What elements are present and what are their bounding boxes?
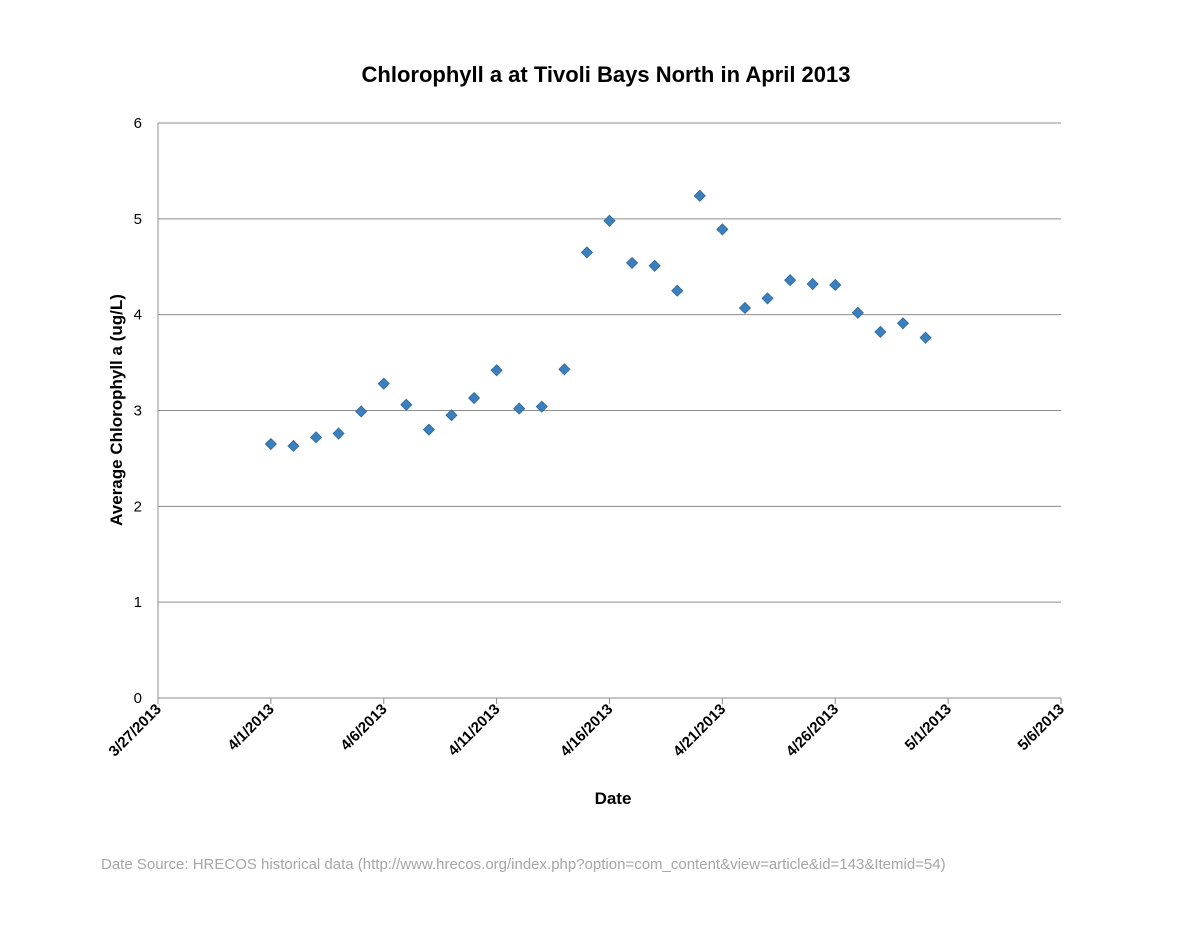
x-tick-label: 4/16/2013 [557,701,616,760]
y-tick-label: 1 [134,594,142,611]
y-axis-label: Average Chlorophyll a (ug/L) [107,294,126,526]
data-point [874,325,887,338]
y-tick-label: 4 [134,307,142,324]
data-point [738,301,752,315]
x-tick-label: 4/1/2013 [224,701,277,754]
data-point [761,292,774,305]
data-point [535,400,548,413]
x-tick-label: 5/6/2013 [1015,701,1068,754]
y-axis-ticks: 0 1 2 3 4 5 6 [134,115,142,707]
data-point [580,246,593,259]
data-point [603,214,616,227]
x-tick-label: 4/21/2013 [670,701,729,760]
data-point [671,284,684,297]
data-point [829,278,842,292]
data-point [264,437,277,451]
data-point [400,398,413,411]
data-point [490,364,503,377]
data-point [467,391,481,405]
data-point [422,423,435,436]
data-point [806,277,819,291]
y-tick-label: 0 [134,690,142,707]
data-point [896,317,910,330]
data-point [919,331,932,344]
chart-title: Chlorophyll a at Tivoli Bays North in Ap… [362,62,851,87]
data-point [377,377,390,390]
x-tick-label: 4/11/2013 [445,701,504,760]
data-point [513,402,526,415]
y-tick-label: 2 [134,498,142,515]
data-point [287,439,300,453]
data-point [332,427,345,440]
x-tick-label: 4/26/2013 [783,701,842,760]
data-point [626,256,639,269]
data-point [784,274,797,287]
data-point [716,223,729,236]
y-tick-label: 3 [134,403,142,420]
data-point [355,405,368,418]
data-points [264,189,932,453]
data-point [445,409,458,422]
data-point [648,259,661,272]
data-point [693,189,706,202]
x-tick-label: 4/6/2013 [337,701,390,754]
grid [158,122,1061,603]
data-source-note: Date Source: HRECOS historical data (htt… [101,856,946,873]
data-point [558,363,571,376]
x-tick-label: 3/27/2013 [106,701,165,760]
x-axis-label: Date [595,789,632,808]
y-tick-label: 5 [134,211,142,228]
x-axis-ticks: 3/27/2013 4/1/2013 4/6/2013 4/11/2013 4/16/2… [106,698,1068,760]
x-tick-label: 5/1/2013 [902,701,955,754]
y-tick-label: 6 [134,115,142,132]
data-point [851,306,864,319]
data-point [309,431,323,444]
